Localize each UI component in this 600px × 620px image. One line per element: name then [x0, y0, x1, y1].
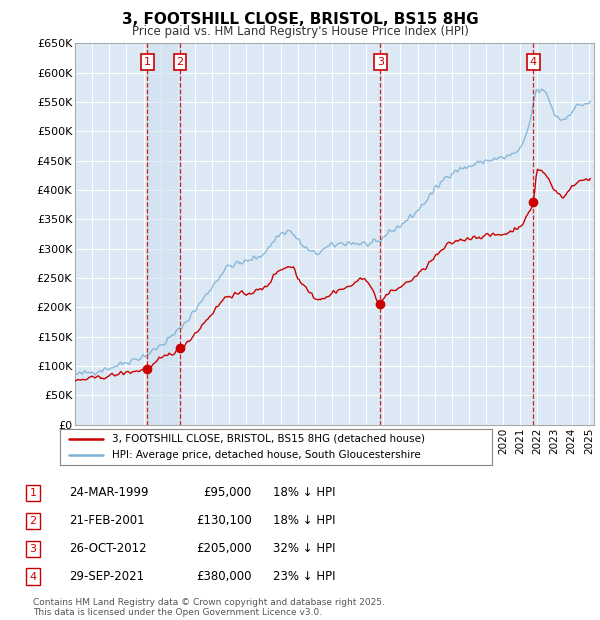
Text: 26-OCT-2012: 26-OCT-2012: [69, 542, 146, 555]
Text: 1: 1: [144, 57, 151, 67]
Text: 29-SEP-2021: 29-SEP-2021: [69, 570, 144, 583]
Text: Contains HM Land Registry data © Crown copyright and database right 2025.: Contains HM Land Registry data © Crown c…: [33, 598, 385, 607]
Text: 24-MAR-1999: 24-MAR-1999: [69, 487, 149, 499]
Text: 4: 4: [29, 572, 37, 582]
Bar: [147, 43, 180, 425]
Text: 2: 2: [29, 516, 37, 526]
Text: 3, FOOTSHILL CLOSE, BRISTOL, BS15 8HG (detached house): 3, FOOTSHILL CLOSE, BRISTOL, BS15 8HG (d…: [112, 434, 425, 444]
Text: 21-FEB-2001: 21-FEB-2001: [69, 515, 145, 527]
Text: £130,100: £130,100: [196, 515, 252, 527]
Text: 2: 2: [176, 57, 184, 67]
Text: 32% ↓ HPI: 32% ↓ HPI: [273, 542, 335, 555]
Text: £380,000: £380,000: [197, 570, 252, 583]
Text: £95,000: £95,000: [204, 487, 252, 499]
Text: 3: 3: [29, 544, 37, 554]
Text: HPI: Average price, detached house, South Gloucestershire: HPI: Average price, detached house, Sout…: [112, 450, 421, 460]
Text: 1: 1: [29, 488, 37, 498]
Text: Price paid vs. HM Land Registry's House Price Index (HPI): Price paid vs. HM Land Registry's House …: [131, 25, 469, 37]
Text: 23% ↓ HPI: 23% ↓ HPI: [273, 570, 335, 583]
Text: 3, FOOTSHILL CLOSE, BRISTOL, BS15 8HG: 3, FOOTSHILL CLOSE, BRISTOL, BS15 8HG: [122, 12, 478, 27]
Text: 18% ↓ HPI: 18% ↓ HPI: [273, 515, 335, 527]
Text: 3: 3: [377, 57, 384, 67]
Text: 18% ↓ HPI: 18% ↓ HPI: [273, 487, 335, 499]
Text: £205,000: £205,000: [196, 542, 252, 555]
Text: This data is licensed under the Open Government Licence v3.0.: This data is licensed under the Open Gov…: [33, 608, 322, 617]
Text: 4: 4: [530, 57, 537, 67]
